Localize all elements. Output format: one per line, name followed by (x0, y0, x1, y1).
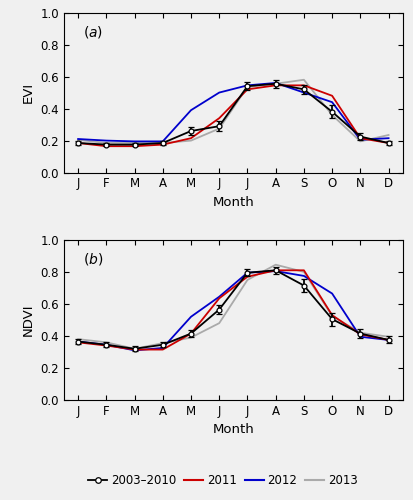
Y-axis label: EVI: EVI (22, 82, 35, 103)
Text: $(a)$: $(a)$ (83, 24, 103, 40)
X-axis label: Month: Month (212, 424, 254, 436)
Legend: 2003–2010, 2011, 2012, 2013: 2003–2010, 2011, 2012, 2013 (84, 469, 362, 492)
Y-axis label: NDVI: NDVI (22, 304, 35, 336)
Text: $(b)$: $(b)$ (83, 251, 103, 267)
X-axis label: Month: Month (212, 196, 254, 209)
